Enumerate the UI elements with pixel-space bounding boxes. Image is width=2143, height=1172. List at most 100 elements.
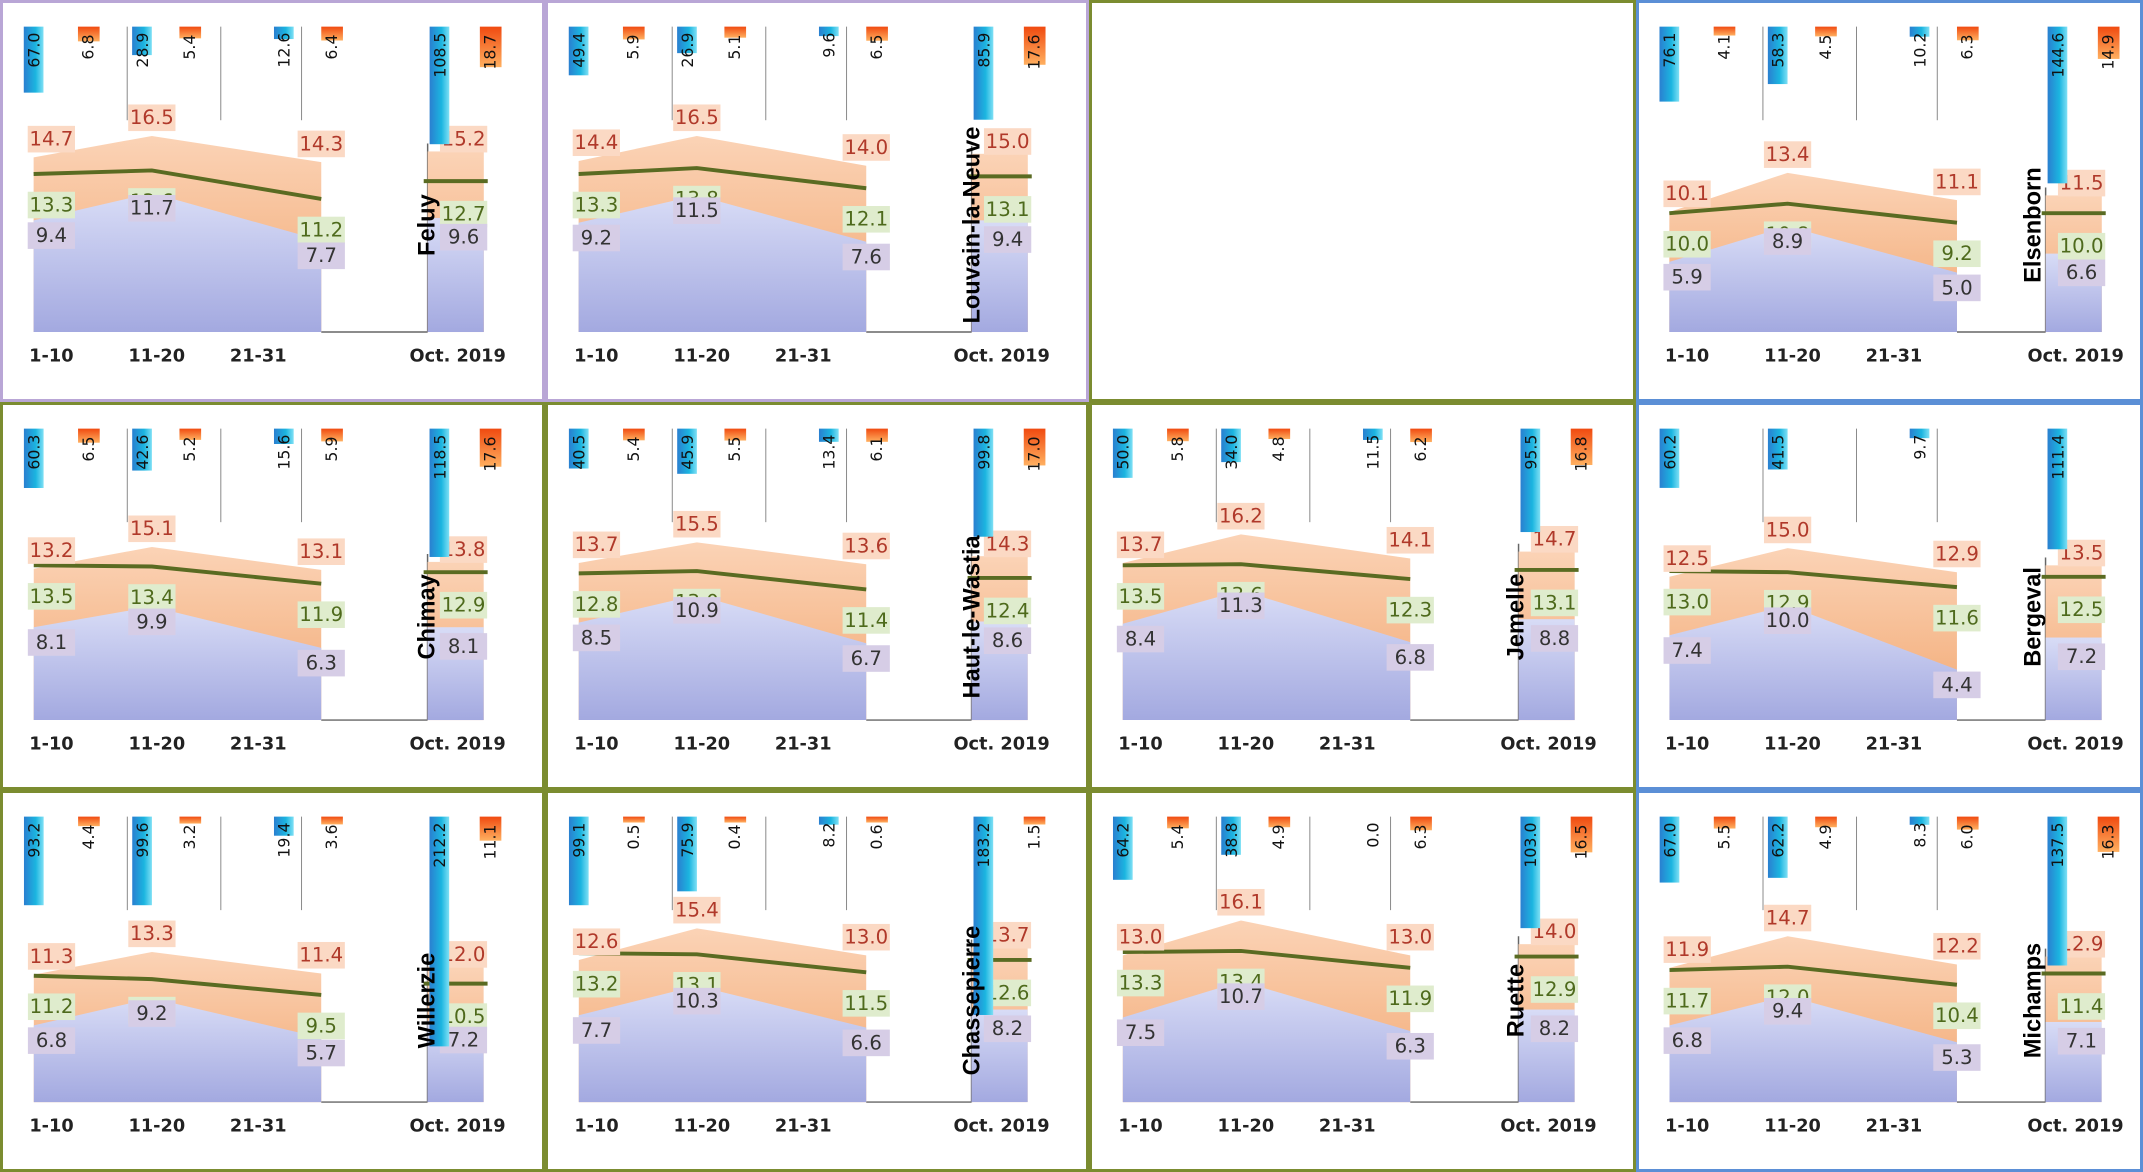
label-box: [2057, 596, 2106, 624]
precipitation-label: 99.1: [570, 823, 589, 858]
max-label: 16.5: [130, 106, 174, 129]
mean-temperature-line: [578, 569, 867, 592]
empty-panel: [1089, 0, 1636, 402]
label-box: [439, 633, 488, 660]
sunshine-bar: [1410, 428, 1432, 443]
label-box: [983, 1015, 1032, 1043]
mean-label: 9.5: [306, 1014, 337, 1037]
label-box: [297, 1039, 345, 1067]
label-box: [297, 242, 345, 270]
label-box: [1663, 545, 1711, 572]
precipitation-label: 42.6: [133, 435, 152, 470]
max-label: 11.9: [1665, 938, 1709, 961]
precipitation-label: 45.9: [678, 435, 697, 470]
x-tick-label: 1-10: [29, 347, 73, 367]
label-box: [128, 920, 176, 948]
label-box: [572, 928, 621, 956]
min-temperature-area: [1669, 226, 1957, 333]
label-box: [27, 943, 76, 970]
precipitation-bar: [1767, 26, 1788, 85]
sunshine-bar: [1713, 26, 1736, 36]
label-box: [1116, 923, 1165, 951]
min-label: 9.2: [581, 226, 612, 249]
label-box: [439, 223, 488, 251]
month-label: Oct. 2019: [953, 735, 1049, 755]
max-label: 13.3: [130, 922, 174, 945]
sunshine-label: 5.4: [624, 437, 643, 462]
precipitation-bar: [23, 816, 44, 906]
precipitation-bar: [1112, 816, 1133, 880]
mean-label: 13.5: [30, 585, 74, 608]
mean-temperature-line: [33, 973, 322, 997]
max-label: 14.0: [844, 136, 888, 159]
precipitation-label: 11.5: [1364, 435, 1383, 470]
precipitation-label: 19.4: [275, 823, 294, 858]
precipitation-bar: [132, 428, 152, 471]
label-box: [1386, 596, 1434, 624]
mean-label: 13.1: [1533, 591, 1577, 614]
precipitation-bar: [818, 816, 839, 825]
month-sunshine-label: 16.5: [1571, 824, 1590, 859]
sunshine-bar: [866, 816, 888, 823]
min-label: 9.4: [992, 228, 1023, 251]
min-label: 7.2: [448, 1028, 479, 1051]
month-label: Oct. 2019: [2027, 1117, 2123, 1137]
month-label: Oct. 2019: [953, 1117, 1049, 1137]
month-sunshine-label: 1.5: [1024, 824, 1043, 849]
max-label: 14.7: [1766, 906, 1810, 929]
precipitation-bar: [818, 26, 839, 37]
max-label: 15.5: [675, 513, 719, 536]
mean-label: 12.1: [844, 208, 888, 231]
precipitation-label: 67.0: [1660, 823, 1679, 858]
station-name: Louvain-la-Neuve: [960, 127, 986, 324]
label-box: [673, 987, 721, 1015]
min-label: 8.2: [1539, 1017, 1570, 1040]
chart-svg: 13.716.214.113.513.612.38.411.36.814.713…: [1112, 428, 1597, 755]
mean-label: 11.6: [1935, 607, 1979, 630]
mean-label: 12.9: [442, 594, 486, 617]
x-tick-label: 11-20: [1764, 347, 1821, 367]
precipitation-bar: [818, 428, 839, 442]
mean-label: 11.4: [2060, 995, 2104, 1018]
chart-svg: 13.016.113.013.3 13.411.97.510.76.314.012…: [1112, 816, 1597, 1137]
sunshine-bar: [724, 428, 747, 441]
precipitation-label: 12.6: [275, 33, 294, 68]
mean-temperature-line: [1122, 562, 1411, 582]
max-label: 14.1: [1388, 529, 1432, 552]
label-box: [128, 1000, 176, 1027]
sunshine-bar: [321, 26, 343, 41]
max-label: 13.7: [986, 924, 1030, 947]
sunshine-bar: [1713, 816, 1736, 829]
label-box: [1763, 228, 1812, 255]
precipitation-label: 50.0: [1114, 435, 1133, 470]
station-chart-elsenborn: 10.113.411.110.010.89.25.98.95.011.510.0…: [1636, 0, 2143, 402]
x-tick-label: 21-31: [1866, 1117, 1923, 1137]
sunshine-label: 6.8: [79, 35, 98, 60]
month-label: Oct. 2019: [410, 347, 506, 367]
mean-label: 11.4: [844, 609, 888, 632]
precipitation-bar: [1909, 26, 1930, 37]
label-box: [983, 196, 1032, 223]
month-precipitation-label: 95.5: [1521, 435, 1540, 470]
label-box: [1116, 1019, 1165, 1047]
min-temperature-area: [33, 193, 322, 333]
max-label: 15.2: [442, 128, 486, 151]
month-precipitation-label: 118.5: [430, 435, 449, 480]
month-sunshine-bar: [1570, 428, 1593, 466]
month-sunshine-bar: [1570, 816, 1593, 853]
precipitation-bar: [1362, 428, 1383, 440]
min-label: 9.9: [136, 610, 167, 633]
precipitation-bar: [677, 816, 697, 892]
month-sunshine-bar: [1023, 816, 1046, 825]
mean-label: 12.8: [575, 593, 619, 616]
max-label: 13.0: [1388, 926, 1432, 949]
mean-label: 10.0: [1665, 233, 1709, 256]
sunshine-bar: [179, 816, 202, 824]
min-label: 6.3: [1395, 1035, 1426, 1058]
mean-label: 12.9: [1533, 978, 1577, 1001]
sunshine-label: 6.1: [867, 437, 886, 462]
precipitation-bar: [1659, 26, 1680, 102]
month-precipitation-bar: [429, 428, 450, 557]
sunshine-label: 4.8: [1269, 437, 1288, 462]
